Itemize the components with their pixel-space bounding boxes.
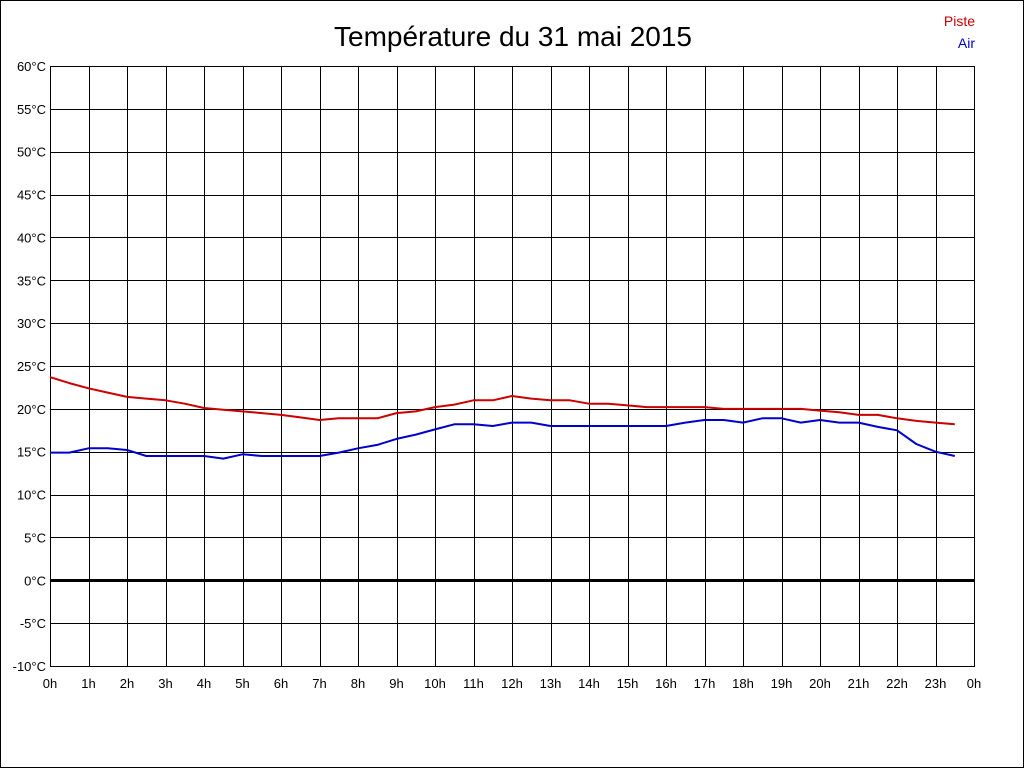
series-line-piste xyxy=(49,376,955,426)
x-tick-label: 1h xyxy=(81,676,95,691)
y-tick-label: 20°C xyxy=(17,402,46,417)
x-tick-label: 22h xyxy=(886,676,908,691)
x-tick-label: 4h xyxy=(197,676,211,691)
y-tick-label: 60°C xyxy=(17,59,46,74)
y-tick-label: -10°C xyxy=(13,659,46,674)
x-tick-label: 10h xyxy=(424,676,446,691)
legend-entry-air: Air xyxy=(958,35,975,51)
x-tick-label: 19h xyxy=(771,676,793,691)
x-tick-label: 18h xyxy=(732,676,754,691)
x-tick-label: 16h xyxy=(655,676,677,691)
grid xyxy=(50,66,975,667)
x-tick-label: 2h xyxy=(120,676,134,691)
legend: Piste Air xyxy=(944,13,975,51)
x-tick-label: 20h xyxy=(809,676,831,691)
x-tick-label: 14h xyxy=(578,676,600,691)
x-tick-label: 7h xyxy=(312,676,326,691)
x-tick-label: 11h xyxy=(463,676,484,691)
x-tick-label: 9h xyxy=(389,676,403,691)
axes: 0h 1h 2h 3h 4h 5h 6h 7h 8h 9h 10h 11h 12h 13h 14h 15h 16… xyxy=(13,59,982,691)
y-tick-label: 10°C xyxy=(17,488,46,503)
y-tick-label: 30°C xyxy=(17,316,46,331)
y-tick-label: 25°C xyxy=(17,359,46,374)
x-tick-label: 0h xyxy=(43,676,57,691)
y-tick-label: 45°C xyxy=(17,188,46,203)
x-tick-label: 5h xyxy=(235,676,249,691)
x-tick-label: 13h xyxy=(540,676,562,691)
plot-border xyxy=(50,66,975,667)
x-tick-label: 17h xyxy=(694,676,716,691)
x-tick-label: 0h xyxy=(967,676,981,691)
x-tick-label: 23h xyxy=(925,676,947,691)
x-tick-label: 15h xyxy=(617,676,639,691)
y-tick-label: 55°C xyxy=(17,102,46,117)
y-tick-label: 0°C xyxy=(24,573,46,588)
y-tick-label: 50°C xyxy=(17,145,46,160)
x-tick-label: 8h xyxy=(351,676,365,691)
x-tick-label: 6h xyxy=(274,676,288,691)
chart-title: Température du 31 mai 2015 xyxy=(334,21,692,52)
series-layer xyxy=(49,376,956,460)
y-tick-label: 35°C xyxy=(17,273,46,288)
y-tick-label: -5°C xyxy=(20,616,46,631)
legend-entry-piste: Piste xyxy=(944,13,975,29)
x-tick-label: 3h xyxy=(158,676,172,691)
y-tick-label: 40°C xyxy=(17,230,46,245)
series-line-air xyxy=(50,417,956,460)
y-tick-label: 5°C xyxy=(24,530,46,545)
x-tick-label: 21h xyxy=(848,676,870,691)
y-tick-label: 15°C xyxy=(17,445,46,460)
x-tick-label: 12h xyxy=(501,676,523,691)
